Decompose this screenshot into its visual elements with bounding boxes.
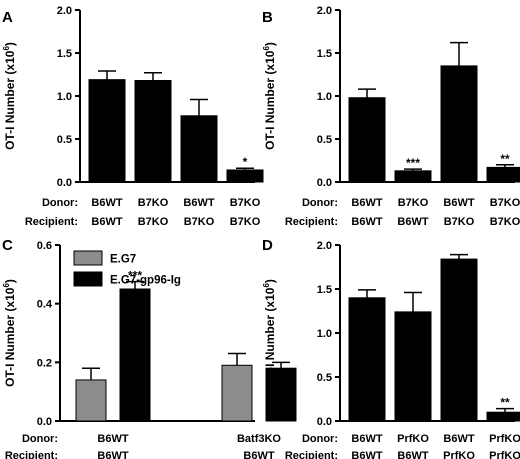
category-donor-label: B7KO	[490, 197, 520, 209]
bar	[440, 258, 478, 422]
category-recipient-label: PrfKO	[489, 450, 520, 459]
category-donor-label: Batf3KO	[237, 433, 281, 445]
category-recipient-label: B6WT	[97, 450, 128, 459]
category-recipient-label: B7KO	[184, 216, 215, 228]
y-tick-label: 1.0	[317, 91, 332, 103]
legend-swatch	[73, 271, 103, 287]
panel-letter: C	[2, 237, 13, 254]
row-label: Donor:	[302, 197, 338, 209]
y-tick-label: 2.0	[317, 240, 332, 252]
category-donor-label: B7KO	[138, 197, 169, 209]
significance-label: **	[500, 152, 510, 166]
bar	[486, 166, 520, 183]
chart-panel-d: D 0.0 0.5 1.0 1.5 2.0 OT-I Number (x106) Donor:…	[262, 237, 520, 459]
chart-panel-b: B 0.0 0.5 1.0 1.5 2.0 OT-I Number (x106) Donor:…	[262, 5, 520, 228]
bar	[348, 297, 386, 422]
category-recipient-label: B6WT	[91, 216, 122, 228]
legend: E.G7 E.G7-gp96-Ig	[73, 250, 181, 287]
y-tick-label: 0.0	[37, 416, 52, 428]
category-donor-label: PrfKO	[489, 433, 520, 445]
bar	[75, 379, 107, 422]
y-tick-label: 0.0	[57, 177, 72, 189]
row-label: Donor:	[302, 433, 338, 445]
y-tick-label: 1.5	[317, 284, 332, 296]
bar	[394, 170, 432, 183]
row-label: Recipient:	[285, 216, 338, 228]
y-tick-label: 2.0	[317, 5, 332, 17]
category-donor-label: PrfKO	[397, 433, 429, 445]
bar	[348, 97, 386, 183]
chart-panel-a: A 0.0 0.5 1.0 1.5 2.0 OT-I Number (x106) Donor:…	[2, 5, 264, 228]
category-donor-label: B7KO	[398, 197, 429, 209]
y-axis-label: OT-I Number (x106)	[262, 42, 277, 150]
category-recipient-label: B7KO	[444, 216, 475, 228]
bar	[486, 411, 520, 422]
significance-label: ***	[406, 156, 420, 170]
y-tick-label: 0.0	[317, 177, 332, 189]
category-recipient-label: B7KO	[138, 216, 169, 228]
y-tick-label: 0.5	[57, 134, 72, 146]
y-tick-label: 1.0	[317, 328, 332, 340]
legend-swatch	[73, 250, 103, 266]
y-tick-label: 0.6	[37, 240, 52, 252]
category-recipient-label: B6WT	[397, 450, 428, 459]
category-donor-label: B6WT	[443, 433, 474, 445]
category-donor-label: B6WT	[91, 197, 122, 209]
bar	[265, 367, 297, 422]
panel-letter: D	[262, 237, 273, 254]
category-recipient-label: B6WT	[397, 216, 428, 228]
y-tick-label: 0.5	[317, 372, 332, 384]
y-tick-label: 1.5	[317, 48, 332, 60]
bar	[119, 288, 151, 422]
category-donor-label: B6WT	[351, 433, 382, 445]
y-tick-label: 2.0	[57, 5, 72, 17]
bar	[394, 311, 432, 422]
category-donor-label: B7KO	[230, 197, 261, 209]
y-axis-label: OT-I Number (x106)	[2, 279, 17, 387]
category-recipient-label: B7KO	[230, 216, 261, 228]
category-recipient-label: PrfKO	[443, 450, 475, 459]
legend-label: E.G7	[110, 254, 136, 266]
y-tick-label: 1.0	[57, 91, 72, 103]
y-tick-label: 0.5	[317, 134, 332, 146]
significance-label: *	[243, 155, 248, 169]
legend-label: E.G7-gp96-Ig	[110, 275, 181, 287]
chart-panel-c: C 0.0 0.2 0.4 0.6 OT-I Number (x106) Donor: Rec…	[2, 237, 297, 459]
category-donor-label: B6WT	[183, 197, 214, 209]
row-label: Recipient:	[25, 216, 78, 228]
bar	[134, 80, 172, 183]
significance-label: ***	[128, 269, 142, 283]
y-tick-label: 0.0	[317, 416, 332, 428]
category-recipient-label: B6WT	[351, 216, 382, 228]
y-tick-label: 1.5	[57, 48, 72, 60]
category-recipient-label: B6WT	[351, 450, 382, 459]
bar	[221, 364, 253, 422]
category-donor-label: B6WT	[351, 197, 382, 209]
row-label: Recipient:	[5, 450, 58, 459]
y-axis-label: OT-I Number (x106)	[262, 279, 277, 387]
category-recipient-label: B7KO	[490, 216, 520, 228]
significance-label: **	[500, 396, 510, 410]
category-donor-label: B6WT	[97, 433, 128, 445]
row-label: Donor:	[22, 433, 58, 445]
bar	[88, 79, 126, 183]
y-axis-label: OT-I Number (x106)	[2, 42, 17, 150]
row-label: Recipient:	[285, 450, 338, 459]
bar	[440, 65, 478, 183]
y-tick-label: 0.2	[37, 357, 52, 369]
row-label: Donor:	[42, 197, 78, 209]
panel-letter: B	[262, 9, 273, 26]
bar	[226, 169, 264, 183]
category-donor-label: B6WT	[443, 197, 474, 209]
category-recipient-label: B6WT	[243, 450, 274, 459]
panel-letter: A	[2, 9, 13, 26]
bar	[180, 115, 218, 183]
y-tick-label: 0.4	[37, 299, 53, 311]
